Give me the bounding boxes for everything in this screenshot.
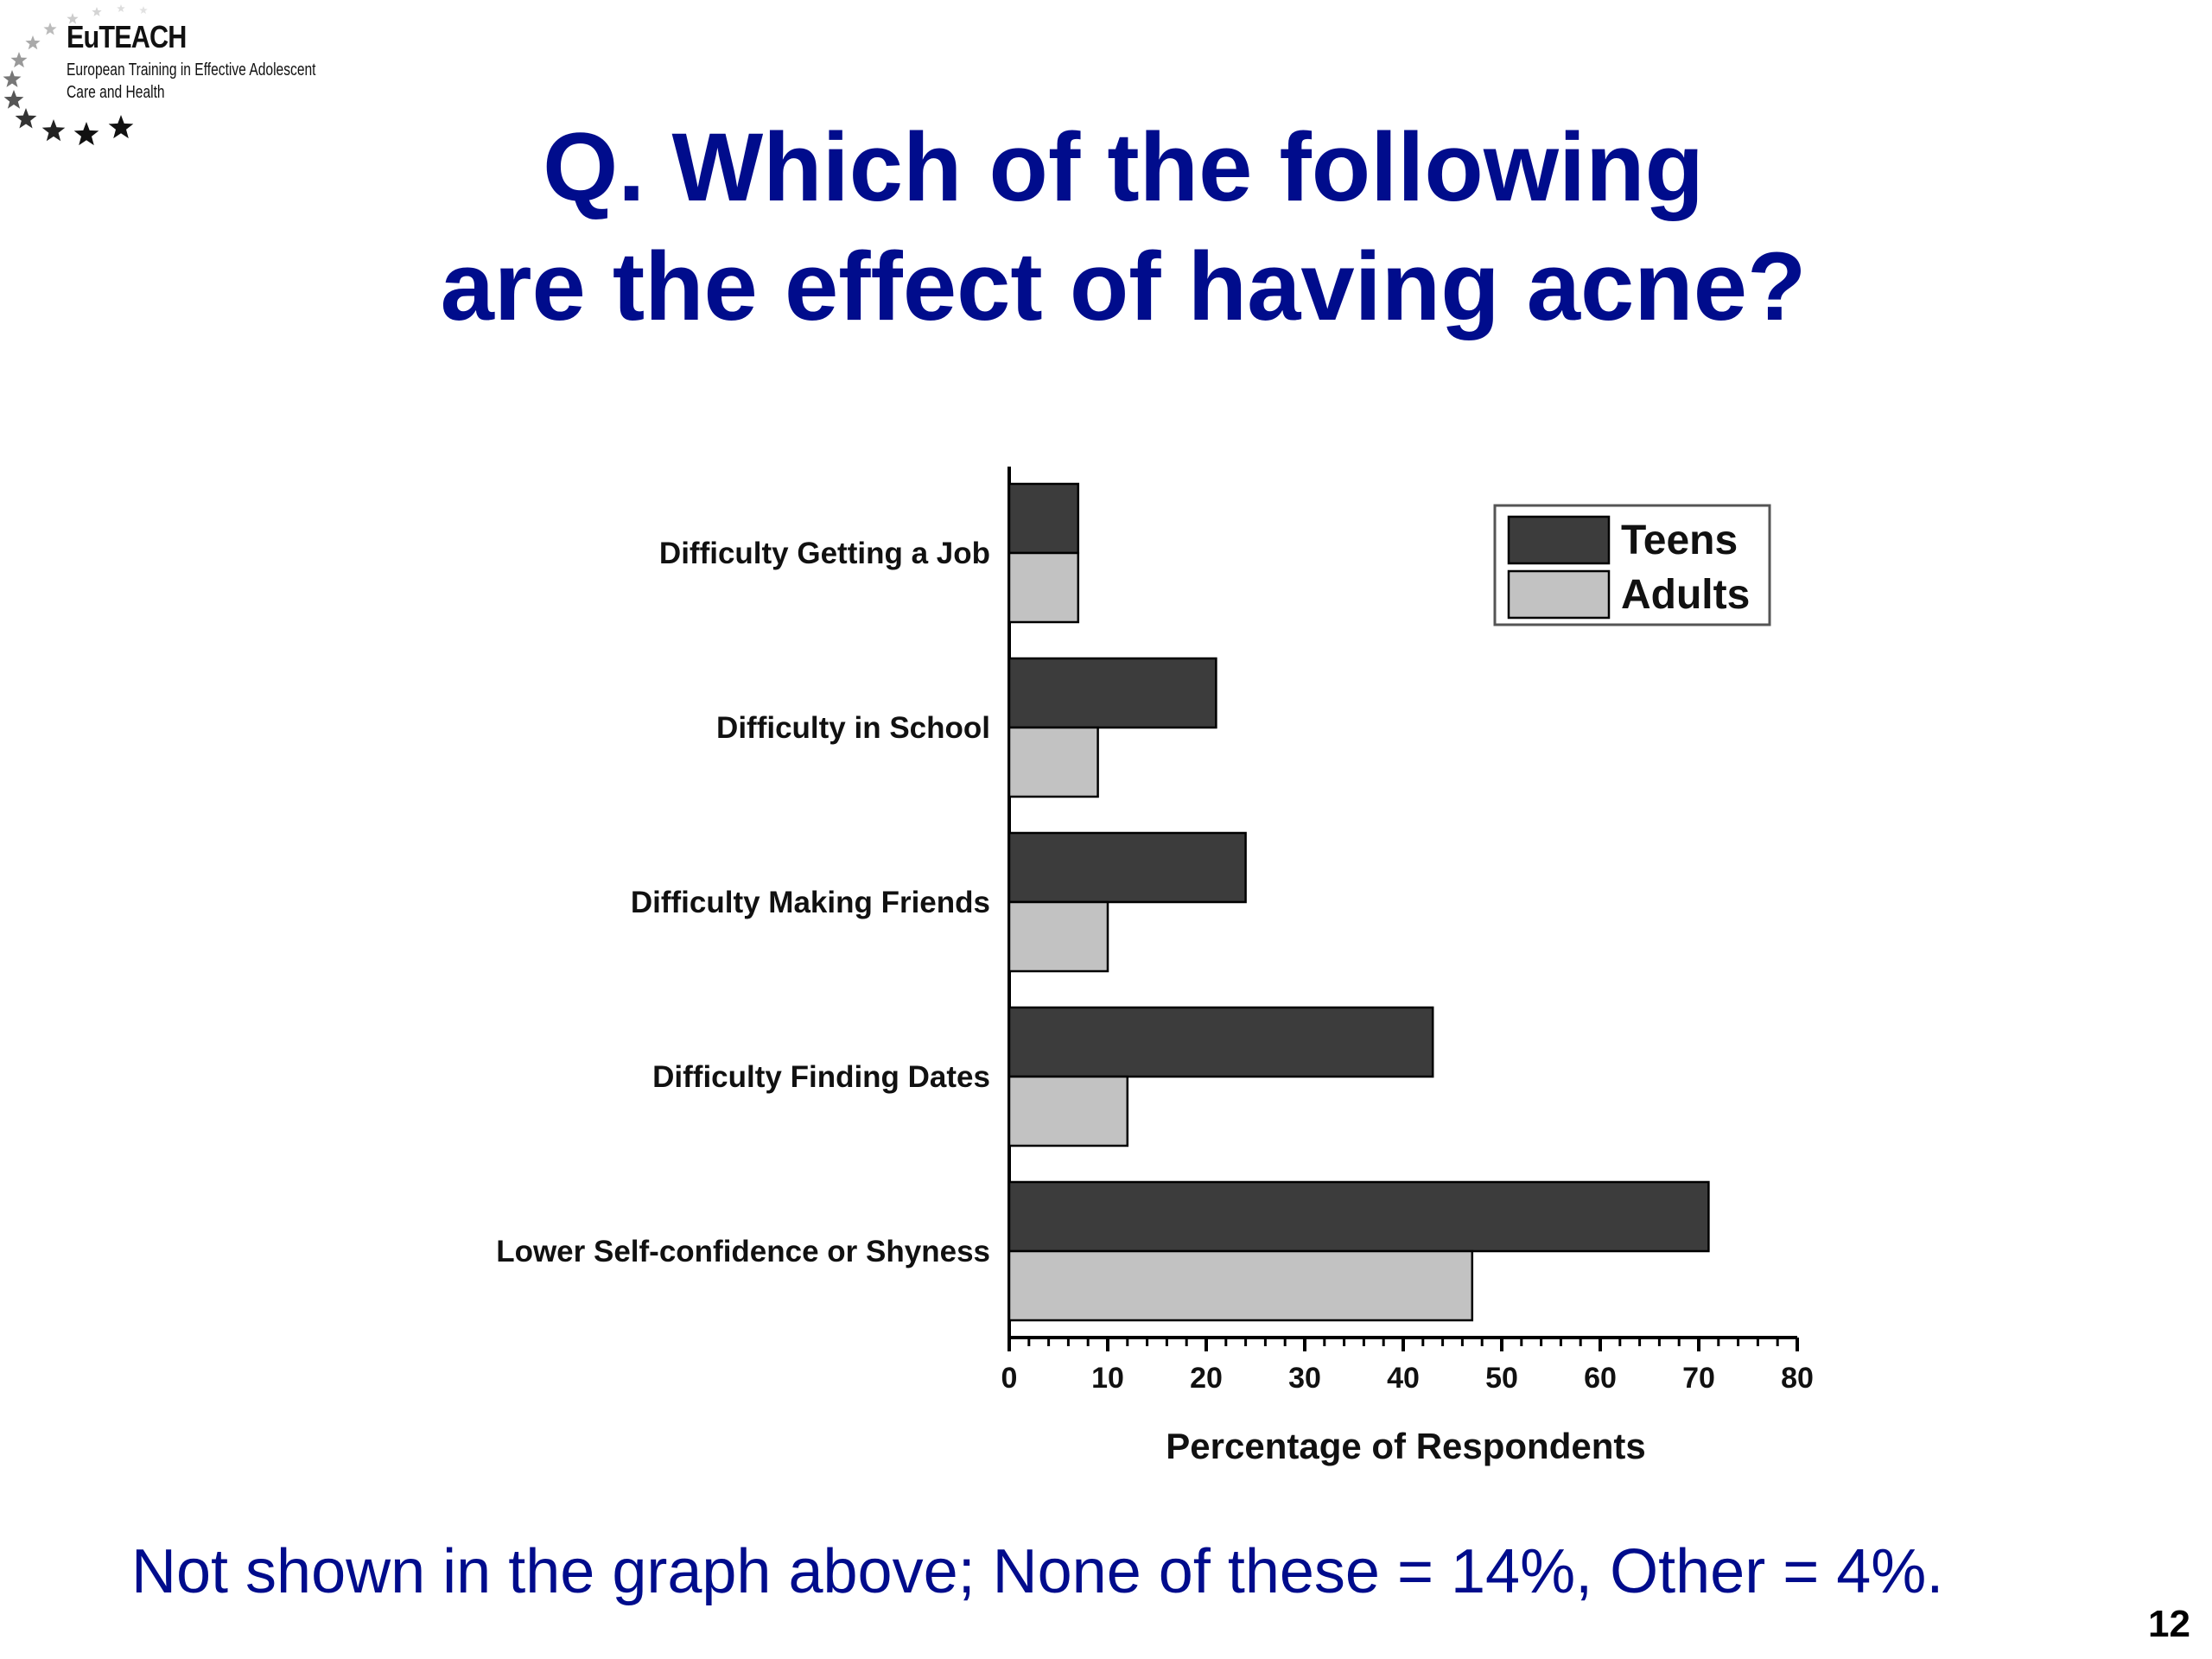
bar-teens (1007, 657, 1217, 729)
x-tick-label: 50 (1485, 1362, 1518, 1395)
euteach-logo: EuTEACH European Training in Effective A… (0, 0, 363, 156)
bar-adults (1007, 900, 1109, 973)
star-icon (139, 6, 148, 14)
page-number: 12 (2148, 1603, 2190, 1645)
star-icon (73, 122, 99, 146)
bar-adults (1007, 1249, 1474, 1322)
slide-title: Q. Which of the following are the effect… (0, 108, 2212, 346)
star-icon (67, 13, 79, 24)
category-label: Lower Self-confidence or Shyness (496, 1235, 990, 1268)
star-icon (10, 52, 28, 68)
x-tick-label: 80 (1781, 1362, 1814, 1395)
star-icon (3, 70, 22, 87)
x-tick-label: 70 (1682, 1362, 1715, 1395)
bar-adults (1007, 1075, 1129, 1147)
star-icon (92, 7, 102, 16)
x-tick-label: 20 (1190, 1362, 1223, 1395)
category-label: Difficulty Making Friends (631, 886, 990, 919)
bar-adults (1007, 726, 1099, 798)
star-icon (108, 115, 134, 139)
footnote: Not shown in the graph above; None of th… (131, 1537, 1944, 1606)
legend-label-adults: Adults (1621, 572, 1750, 618)
title-line-1: Q. Which of the following (543, 113, 1704, 221)
x-tick-label: 30 (1288, 1362, 1321, 1395)
bar-adults (1007, 551, 1080, 624)
bar-teens (1007, 1180, 1710, 1253)
x-axis-label: Percentage of Respondents (1166, 1426, 1645, 1466)
bar-teens (1007, 482, 1080, 555)
x-tick-label: 10 (1091, 1362, 1124, 1395)
legend-swatch-teens (1507, 515, 1611, 565)
logo-subtitle-line1: European Training in Effective Adolescen… (67, 60, 316, 79)
category-label: Difficulty in School (716, 711, 990, 745)
legend-label-teens: Teens (1621, 518, 1738, 563)
legend-swatch-adults (1507, 569, 1611, 620)
star-icon (43, 22, 57, 35)
star-icon (41, 119, 66, 142)
logo-title: EuTEACH (67, 19, 187, 54)
legend: Teens Adults (1493, 504, 1771, 626)
star-ring-icon (3, 4, 148, 146)
star-icon (3, 90, 24, 109)
category-label: Difficulty Finding Dates (652, 1060, 990, 1094)
star-icon (25, 35, 41, 50)
bar-teens (1007, 1006, 1434, 1078)
bar-teens (1007, 831, 1247, 904)
category-label: Difficulty Getting a Job (659, 537, 990, 570)
title-line-2: are the effect of having acne? (440, 232, 1807, 340)
x-tick-label: 0 (1001, 1362, 1018, 1395)
x-tick-label: 60 (1584, 1362, 1617, 1395)
logo-subtitle-line2: Care and Health (67, 83, 165, 102)
star-icon (15, 108, 37, 129)
star-icon (117, 4, 125, 12)
x-tick-label: 40 (1387, 1362, 1420, 1395)
